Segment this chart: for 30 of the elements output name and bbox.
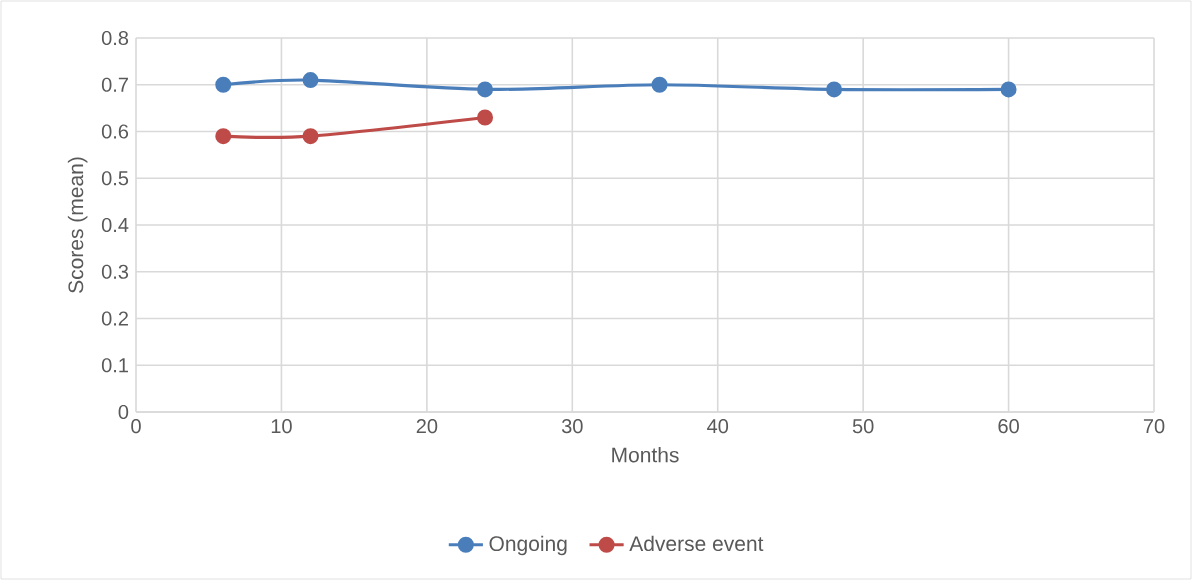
y-tick-label: 0 [118, 404, 129, 420]
x-axis-title: Months [612, 446, 679, 463]
x-tick-label: 0 [131, 419, 141, 434]
point [651, 76, 668, 93]
x-tick-label: 30 [561, 419, 583, 434]
point [477, 109, 494, 126]
point [477, 81, 494, 98]
y-tick-label: 0.4 [101, 217, 129, 233]
x-tick-label: 60 [998, 419, 1019, 434]
y-tick-label: 0.5 [101, 171, 129, 186]
point [826, 81, 843, 98]
y-tick-label: 0.6 [101, 124, 129, 139]
x-tick-label: 20 [416, 419, 438, 434]
point [302, 128, 319, 145]
y-tick-label: 0.8 [101, 30, 129, 46]
point [1000, 81, 1017, 98]
point [302, 72, 319, 89]
legend-label: Adverse event [629, 535, 764, 552]
legend-label: Ongoing [489, 535, 567, 556]
x-tick-label: 10 [271, 419, 292, 434]
y-axis-title: Scores (mean) [67, 157, 88, 293]
x-tick-label: 70 [1143, 419, 1165, 434]
y-tick-label: 0.2 [101, 311, 128, 326]
y-tick-label: 0.1 [101, 358, 128, 373]
x-tick-label: 40 [707, 419, 729, 434]
y-tick-label: 0.7 [101, 77, 128, 92]
point [215, 128, 232, 145]
x-tick-label: 50 [852, 419, 874, 434]
y-tick-label: 0.3 [101, 264, 129, 279]
point [215, 76, 232, 93]
